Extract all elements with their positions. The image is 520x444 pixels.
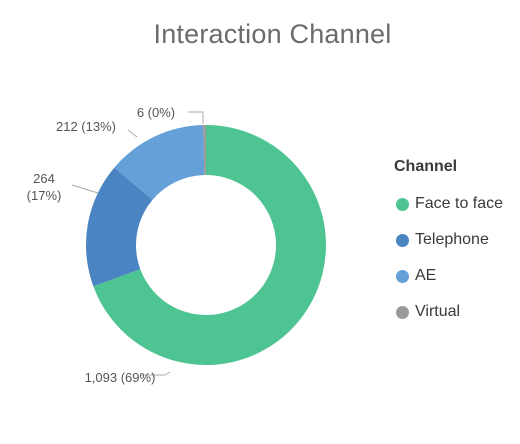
data-label-virtual: 6 (0%): [137, 105, 175, 120]
leader-line-ae: [127, 129, 138, 138]
chart-title: Interaction Channel: [153, 19, 392, 49]
data-label-telephone: 264 (17%): [27, 171, 62, 203]
legend-label-virtual: Virtual: [415, 303, 461, 320]
leader-line-telephone: [71, 184, 99, 194]
data-label-ae: 212 (13%): [56, 119, 116, 134]
legend-item-face-to-face[interactable]: Face to face: [388, 186, 503, 222]
slice-telephone[interactable]: [86, 167, 153, 287]
legend-item-telephone[interactable]: Telephone: [388, 222, 503, 258]
data-label-face-to-face: 1,093 (69%): [85, 370, 156, 385]
leader-line-face-to-face: [140, 371, 171, 376]
legend-marker-ae: [396, 269, 409, 283]
legend-title: Channel: [394, 158, 458, 175]
legend-label-ae: AE: [415, 267, 437, 284]
legend-label-telephone: Telephone: [415, 231, 489, 248]
legend-marker-face-to-face: [396, 197, 409, 211]
leader-line-virtual: [188, 111, 204, 124]
legend: Channel Face to face Telephone AE Virtua…: [388, 158, 503, 330]
slice-ae[interactable]: [114, 125, 205, 200]
legend-item-virtual[interactable]: Virtual: [388, 294, 503, 330]
legend-label-face-to-face: Face to face: [415, 195, 504, 212]
legend-marker-telephone: [396, 233, 409, 247]
slice-virtual[interactable]: [203, 125, 206, 176]
legend-item-ae[interactable]: AE: [388, 258, 503, 294]
slice-face-to-face[interactable]: [93, 125, 326, 365]
legend-marker-virtual: [396, 305, 409, 319]
